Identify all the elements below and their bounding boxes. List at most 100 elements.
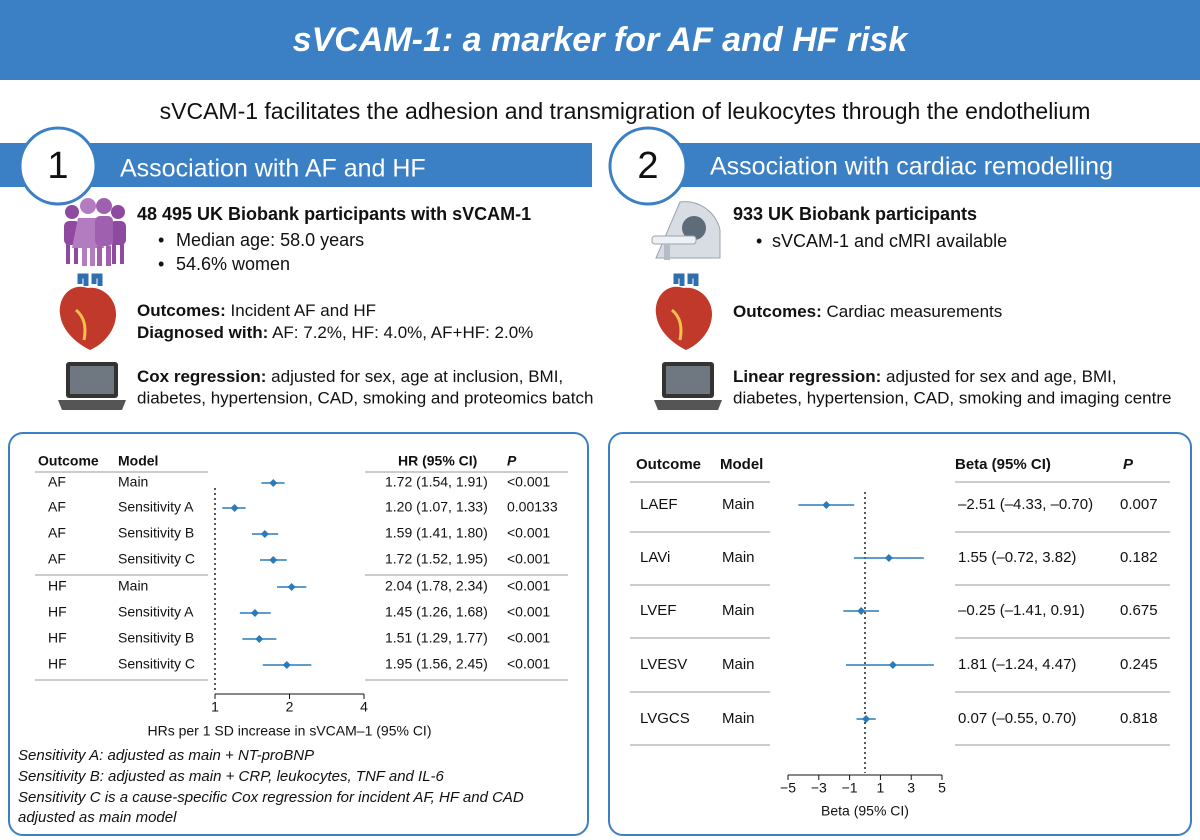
note: adjusted as main model [18,809,177,826]
estimate-point [282,661,291,669]
cell-ci-label: 1.59 (1.41, 1.80) [385,525,488,541]
cell-ci-label: 1.95 (1.56, 2.45) [385,656,488,672]
cell-outcome: AF [48,525,66,541]
cell-model: Sensitivity A [118,604,194,620]
estimate-point [888,661,897,669]
bullet-text: 54.6% women [176,254,290,274]
estimate-point [250,609,259,617]
cell-p: 0.245 [1120,656,1158,673]
label: Outcomes: [137,301,226,320]
cell-outcome: LVGCS [640,710,690,727]
cell-outcome: HF [48,578,67,594]
regression: diabetes, hypertension, CAD, smoking and… [137,388,593,407]
cell-p: <0.001 [507,474,550,490]
column-header: Beta (95% CI) [955,456,1051,473]
cell-ci-label: 0.07 (–0.55, 0.70) [958,710,1076,727]
cell-ci-label: 1.72 (1.52, 1.95) [385,551,488,567]
cell-outcome: LVEF [640,602,676,619]
heart-icon [655,273,712,350]
cell-model: Main [722,710,755,727]
section-bar [618,143,1200,187]
cell-model: Sensitivity B [118,630,194,646]
cell-p: 0.00133 [507,499,558,515]
cell-p: 0.675 [1120,602,1158,619]
cell-outcome: HF [48,630,67,646]
x-tick-label: 2 [286,699,294,715]
people-icon [64,198,126,266]
x-tick-label: −3 [811,780,827,796]
title: sVCAM-1: a marker for AF and HF risk [293,21,910,59]
laptop-icon [654,362,722,410]
text: Cardiac measurements [822,302,1002,321]
estimate-point [260,530,269,538]
estimate-point [857,607,866,615]
cell-model: Main [722,496,755,513]
x-tick-label: 1 [211,699,219,715]
cell-model: Sensitivity C [118,551,195,567]
column-header: Model [118,453,158,469]
regression: diabetes, hypertension, CAD, smoking and… [733,388,1171,407]
cell-model: Main [118,474,148,490]
heart-icon [59,273,116,350]
column-header: HR (95% CI) [398,453,477,469]
cell-p: 0.818 [1120,710,1158,727]
cell-model: Sensitivity A [118,499,194,515]
cell-outcome: HF [48,656,67,672]
cell-p: 0.182 [1120,549,1158,566]
section-number: 2 [637,145,658,187]
cell-outcome: LAVi [640,549,670,566]
estimate-point [269,556,278,564]
cell-ci-label: 1.72 (1.54, 1.91) [385,474,488,490]
diagnosed: Diagnosed with: AF: 7.2%, HF: 4.0%, AF+H… [137,323,533,342]
cell-p: <0.001 [507,630,550,646]
note: Sensitivity A: adjusted as main + NT-pro… [18,747,314,764]
cell-outcome: LVESV [640,656,687,673]
cell-outcome: HF [48,604,67,620]
cell-outcome: AF [48,499,66,515]
cell-model: Sensitivity C [118,656,195,672]
cell-p: <0.001 [507,551,550,567]
estimate-point [255,635,264,643]
x-tick-label: 3 [907,780,915,796]
bullet: • [158,254,164,274]
cell-ci-label: 1.20 (1.07, 1.33) [385,499,488,515]
cell-model: Main [722,602,755,619]
estimate-point [287,583,296,591]
section-title: Association with AF and HF [120,155,426,183]
estimate-point [269,479,278,487]
x-axis-label: HRs per 1 SD increase in sVCAM–1 (95% CI… [148,723,432,739]
cell-outcome: AF [48,551,66,567]
outcomes: Outcomes: Incident AF and HF [137,301,376,320]
x-axis-label: Beta (95% CI) [821,803,909,819]
cell-model: Main [722,549,755,566]
cell-model: Sensitivity B [118,525,194,541]
note: Sensitivity B: adjusted as main + CRP, l… [18,768,445,785]
section-badge [18,126,98,206]
regression: Linear regression: adjusted for sex and … [733,367,1117,386]
column-header: Outcome [636,456,701,473]
regression: Cox regression: adjusted for sex, age at… [137,367,563,386]
subtitle: sVCAM-1 facilitates the adhesion and tra… [160,98,1091,124]
column-header: Model [720,456,763,473]
cell-ci-label: 1.45 (1.26, 1.68) [385,604,488,620]
outcomes: Outcomes: Cardiac measurements [733,302,1002,321]
x-tick-label: −1 [842,780,858,796]
estimate-point [862,715,871,723]
bullet-text: sVCAM-1 and cMRI available [772,231,1007,251]
label: Cox regression: [137,367,266,386]
cell-ci-label: 2.04 (1.78, 2.34) [385,578,488,594]
bullet: • [158,230,164,250]
section-number: 1 [47,145,68,187]
column-header: Outcome [38,453,99,469]
x-tick-label: −5 [780,780,796,796]
participants-heading: 48 495 UK Biobank participants with sVCA… [137,204,531,224]
section-title: Association with cardiac remodelling [710,153,1113,181]
cell-p: <0.001 [507,656,550,672]
panel [608,432,1192,836]
cell-p: 0.007 [1120,496,1158,513]
label: Outcomes: [733,302,822,321]
cell-model: Main [118,578,148,594]
estimate-point [822,501,831,509]
column-header: P [1123,456,1134,473]
